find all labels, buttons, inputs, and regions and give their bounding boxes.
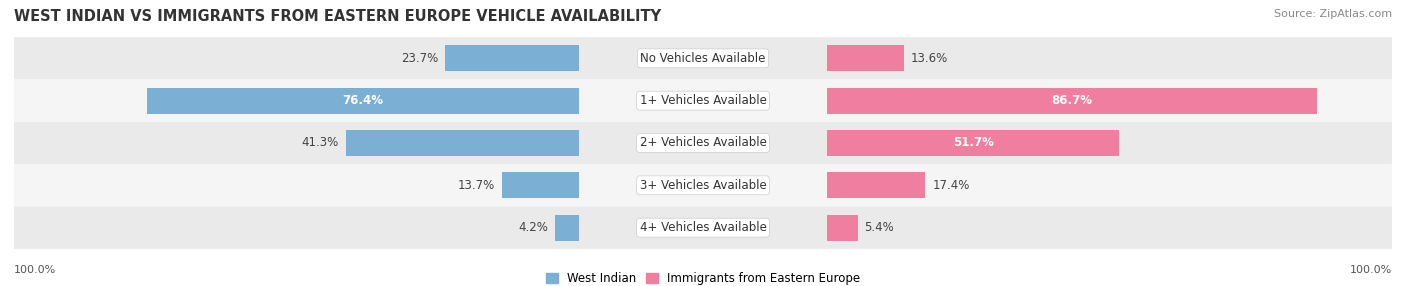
Bar [502,172,579,198]
Bar [346,130,579,156]
Text: 3+ Vehicles Available: 3+ Vehicles Available [640,179,766,192]
Text: WEST INDIAN VS IMMIGRANTS FROM EASTERN EUROPE VEHICLE AVAILABILITY: WEST INDIAN VS IMMIGRANTS FROM EASTERN E… [14,9,661,23]
Bar [446,45,579,72]
Bar [827,214,858,241]
Text: 13.7%: 13.7% [457,179,495,192]
Text: 41.3%: 41.3% [301,136,339,150]
Text: No Vehicles Available: No Vehicles Available [640,52,766,65]
Text: 23.7%: 23.7% [401,52,439,65]
Text: 4.2%: 4.2% [519,221,548,234]
Text: 76.4%: 76.4% [343,94,384,107]
Text: 1+ Vehicles Available: 1+ Vehicles Available [640,94,766,107]
Text: 51.7%: 51.7% [953,136,994,150]
Text: 86.7%: 86.7% [1052,94,1092,107]
Text: 100.0%: 100.0% [1350,265,1392,275]
FancyBboxPatch shape [14,80,1392,122]
Bar [148,88,579,114]
Text: 4+ Vehicles Available: 4+ Vehicles Available [640,221,766,234]
Bar [827,88,1317,114]
Text: 13.6%: 13.6% [911,52,948,65]
Bar [827,130,1119,156]
Bar [555,214,579,241]
FancyBboxPatch shape [14,122,1392,164]
Text: 17.4%: 17.4% [932,179,970,192]
FancyBboxPatch shape [14,164,1392,206]
Text: 5.4%: 5.4% [865,221,894,234]
Text: 2+ Vehicles Available: 2+ Vehicles Available [640,136,766,150]
Bar [827,172,925,198]
FancyBboxPatch shape [14,37,1392,80]
Text: 100.0%: 100.0% [14,265,56,275]
FancyBboxPatch shape [14,206,1392,249]
Text: Source: ZipAtlas.com: Source: ZipAtlas.com [1274,9,1392,19]
Bar [827,45,904,72]
Legend: West Indian, Immigrants from Eastern Europe: West Indian, Immigrants from Eastern Eur… [541,267,865,286]
